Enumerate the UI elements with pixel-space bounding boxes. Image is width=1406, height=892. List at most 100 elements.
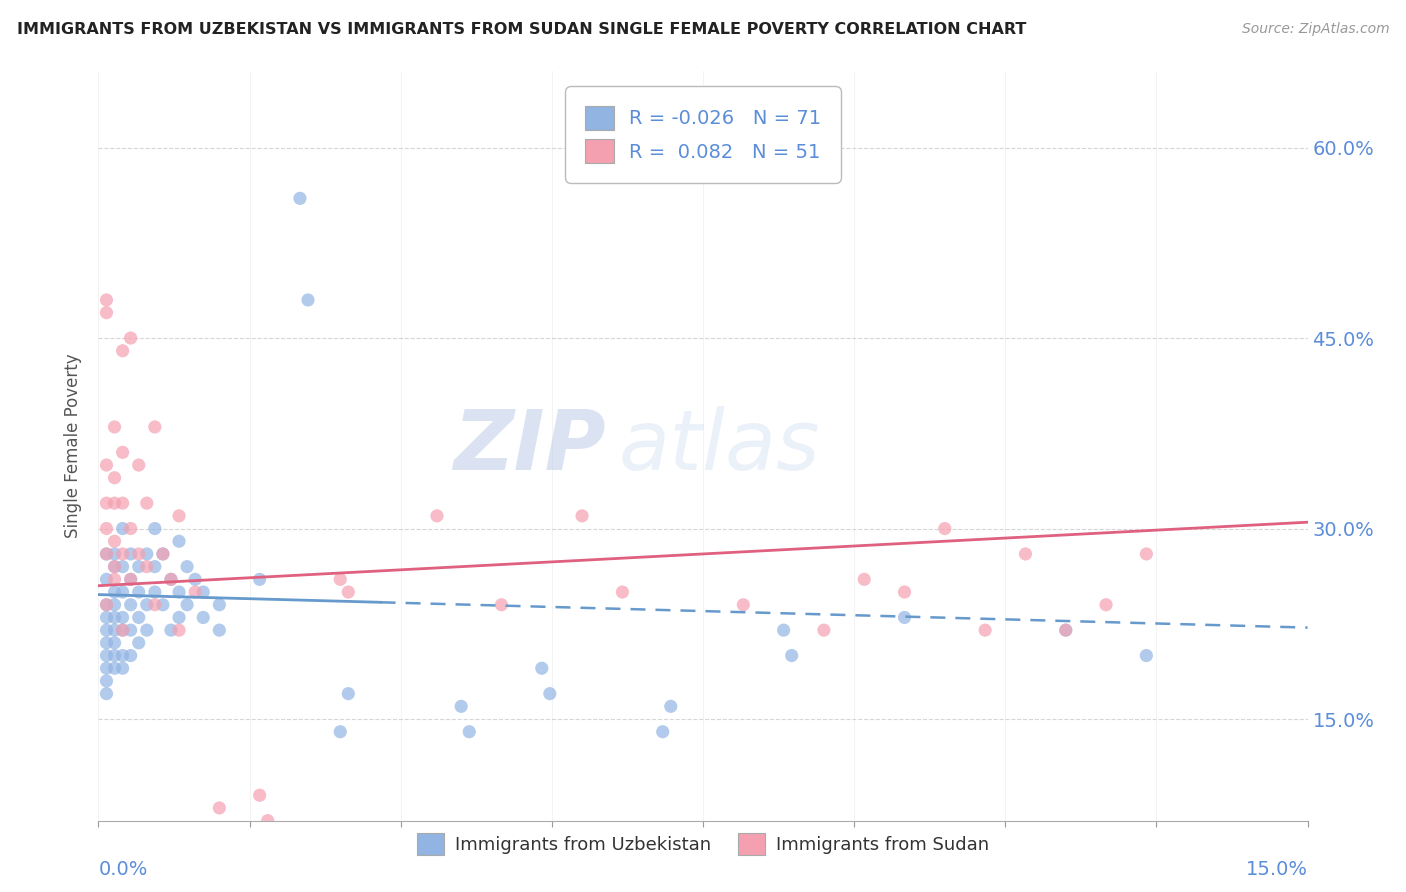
Point: [167, 610, 190, 624]
Point: [96, 547, 118, 561]
Point: [96, 610, 118, 624]
Point: [934, 522, 956, 536]
Point: [813, 623, 835, 637]
Point: [167, 508, 190, 523]
Point: [111, 559, 134, 574]
Point: [458, 724, 481, 739]
Point: [651, 724, 673, 739]
Point: [329, 724, 352, 739]
Point: [128, 585, 150, 599]
Point: [96, 661, 118, 675]
Point: [208, 598, 231, 612]
Point: [111, 648, 134, 663]
Point: [103, 420, 125, 434]
Point: [103, 496, 125, 510]
Point: [96, 623, 118, 637]
Point: [143, 420, 166, 434]
Y-axis label: Single Female Poverty: Single Female Poverty: [65, 354, 83, 538]
Point: [96, 306, 118, 320]
Point: [176, 598, 198, 612]
Point: [128, 610, 150, 624]
Point: [103, 559, 125, 574]
Point: [111, 343, 134, 358]
Point: [96, 648, 118, 663]
Point: [135, 496, 157, 510]
Point: [249, 789, 271, 803]
Point: [530, 661, 553, 675]
Point: [249, 572, 271, 586]
Point: [96, 458, 118, 472]
Point: [103, 471, 125, 485]
Point: [103, 598, 125, 612]
Point: [426, 508, 449, 523]
Point: [96, 598, 118, 612]
Point: [143, 585, 166, 599]
Point: [103, 623, 125, 637]
Point: [733, 598, 755, 612]
Point: [111, 496, 134, 510]
Point: [103, 636, 125, 650]
Point: [152, 547, 174, 561]
Point: [128, 636, 150, 650]
Point: [337, 687, 360, 701]
Text: ZIP: ZIP: [454, 406, 606, 486]
Point: [103, 585, 125, 599]
Point: [120, 572, 142, 586]
Point: [208, 801, 231, 815]
Point: [111, 623, 134, 637]
Point: [128, 458, 150, 472]
Point: [780, 648, 803, 663]
Text: Source: ZipAtlas.com: Source: ZipAtlas.com: [1241, 22, 1389, 37]
Point: [1054, 623, 1077, 637]
Point: [1054, 623, 1077, 637]
Point: [96, 687, 118, 701]
Point: [103, 610, 125, 624]
Point: [135, 598, 157, 612]
Legend: Immigrants from Uzbekistan, Immigrants from Sudan: Immigrants from Uzbekistan, Immigrants f…: [408, 824, 998, 864]
Point: [111, 623, 134, 637]
Point: [152, 547, 174, 561]
Point: [176, 559, 198, 574]
Point: [571, 508, 593, 523]
Point: [135, 547, 157, 561]
Point: [111, 445, 134, 459]
Point: [135, 623, 157, 637]
Point: [160, 572, 183, 586]
Point: [184, 572, 207, 586]
Point: [491, 598, 513, 612]
Point: [160, 572, 183, 586]
Point: [120, 547, 142, 561]
Point: [1135, 547, 1157, 561]
Point: [184, 585, 207, 599]
Point: [1135, 648, 1157, 663]
Point: [111, 585, 134, 599]
Point: [103, 547, 125, 561]
Point: [96, 673, 118, 688]
Point: [893, 610, 915, 624]
Point: [208, 623, 231, 637]
Point: [103, 572, 125, 586]
Point: [160, 623, 183, 637]
Point: [974, 623, 997, 637]
Point: [120, 331, 142, 345]
Point: [853, 572, 876, 586]
Point: [143, 559, 166, 574]
Point: [143, 598, 166, 612]
Point: [103, 534, 125, 549]
Point: [120, 572, 142, 586]
Point: [193, 610, 215, 624]
Text: 0.0%: 0.0%: [98, 860, 148, 879]
Point: [128, 547, 150, 561]
Point: [1095, 598, 1118, 612]
Point: [96, 598, 118, 612]
Point: [167, 585, 190, 599]
Point: [1014, 547, 1036, 561]
Point: [450, 699, 472, 714]
Text: 15.0%: 15.0%: [1246, 860, 1308, 879]
Point: [96, 522, 118, 536]
Point: [288, 191, 311, 205]
Point: [96, 636, 118, 650]
Point: [143, 522, 166, 536]
Text: IMMIGRANTS FROM UZBEKISTAN VS IMMIGRANTS FROM SUDAN SINGLE FEMALE POVERTY CORREL: IMMIGRANTS FROM UZBEKISTAN VS IMMIGRANTS…: [17, 22, 1026, 37]
Point: [167, 534, 190, 549]
